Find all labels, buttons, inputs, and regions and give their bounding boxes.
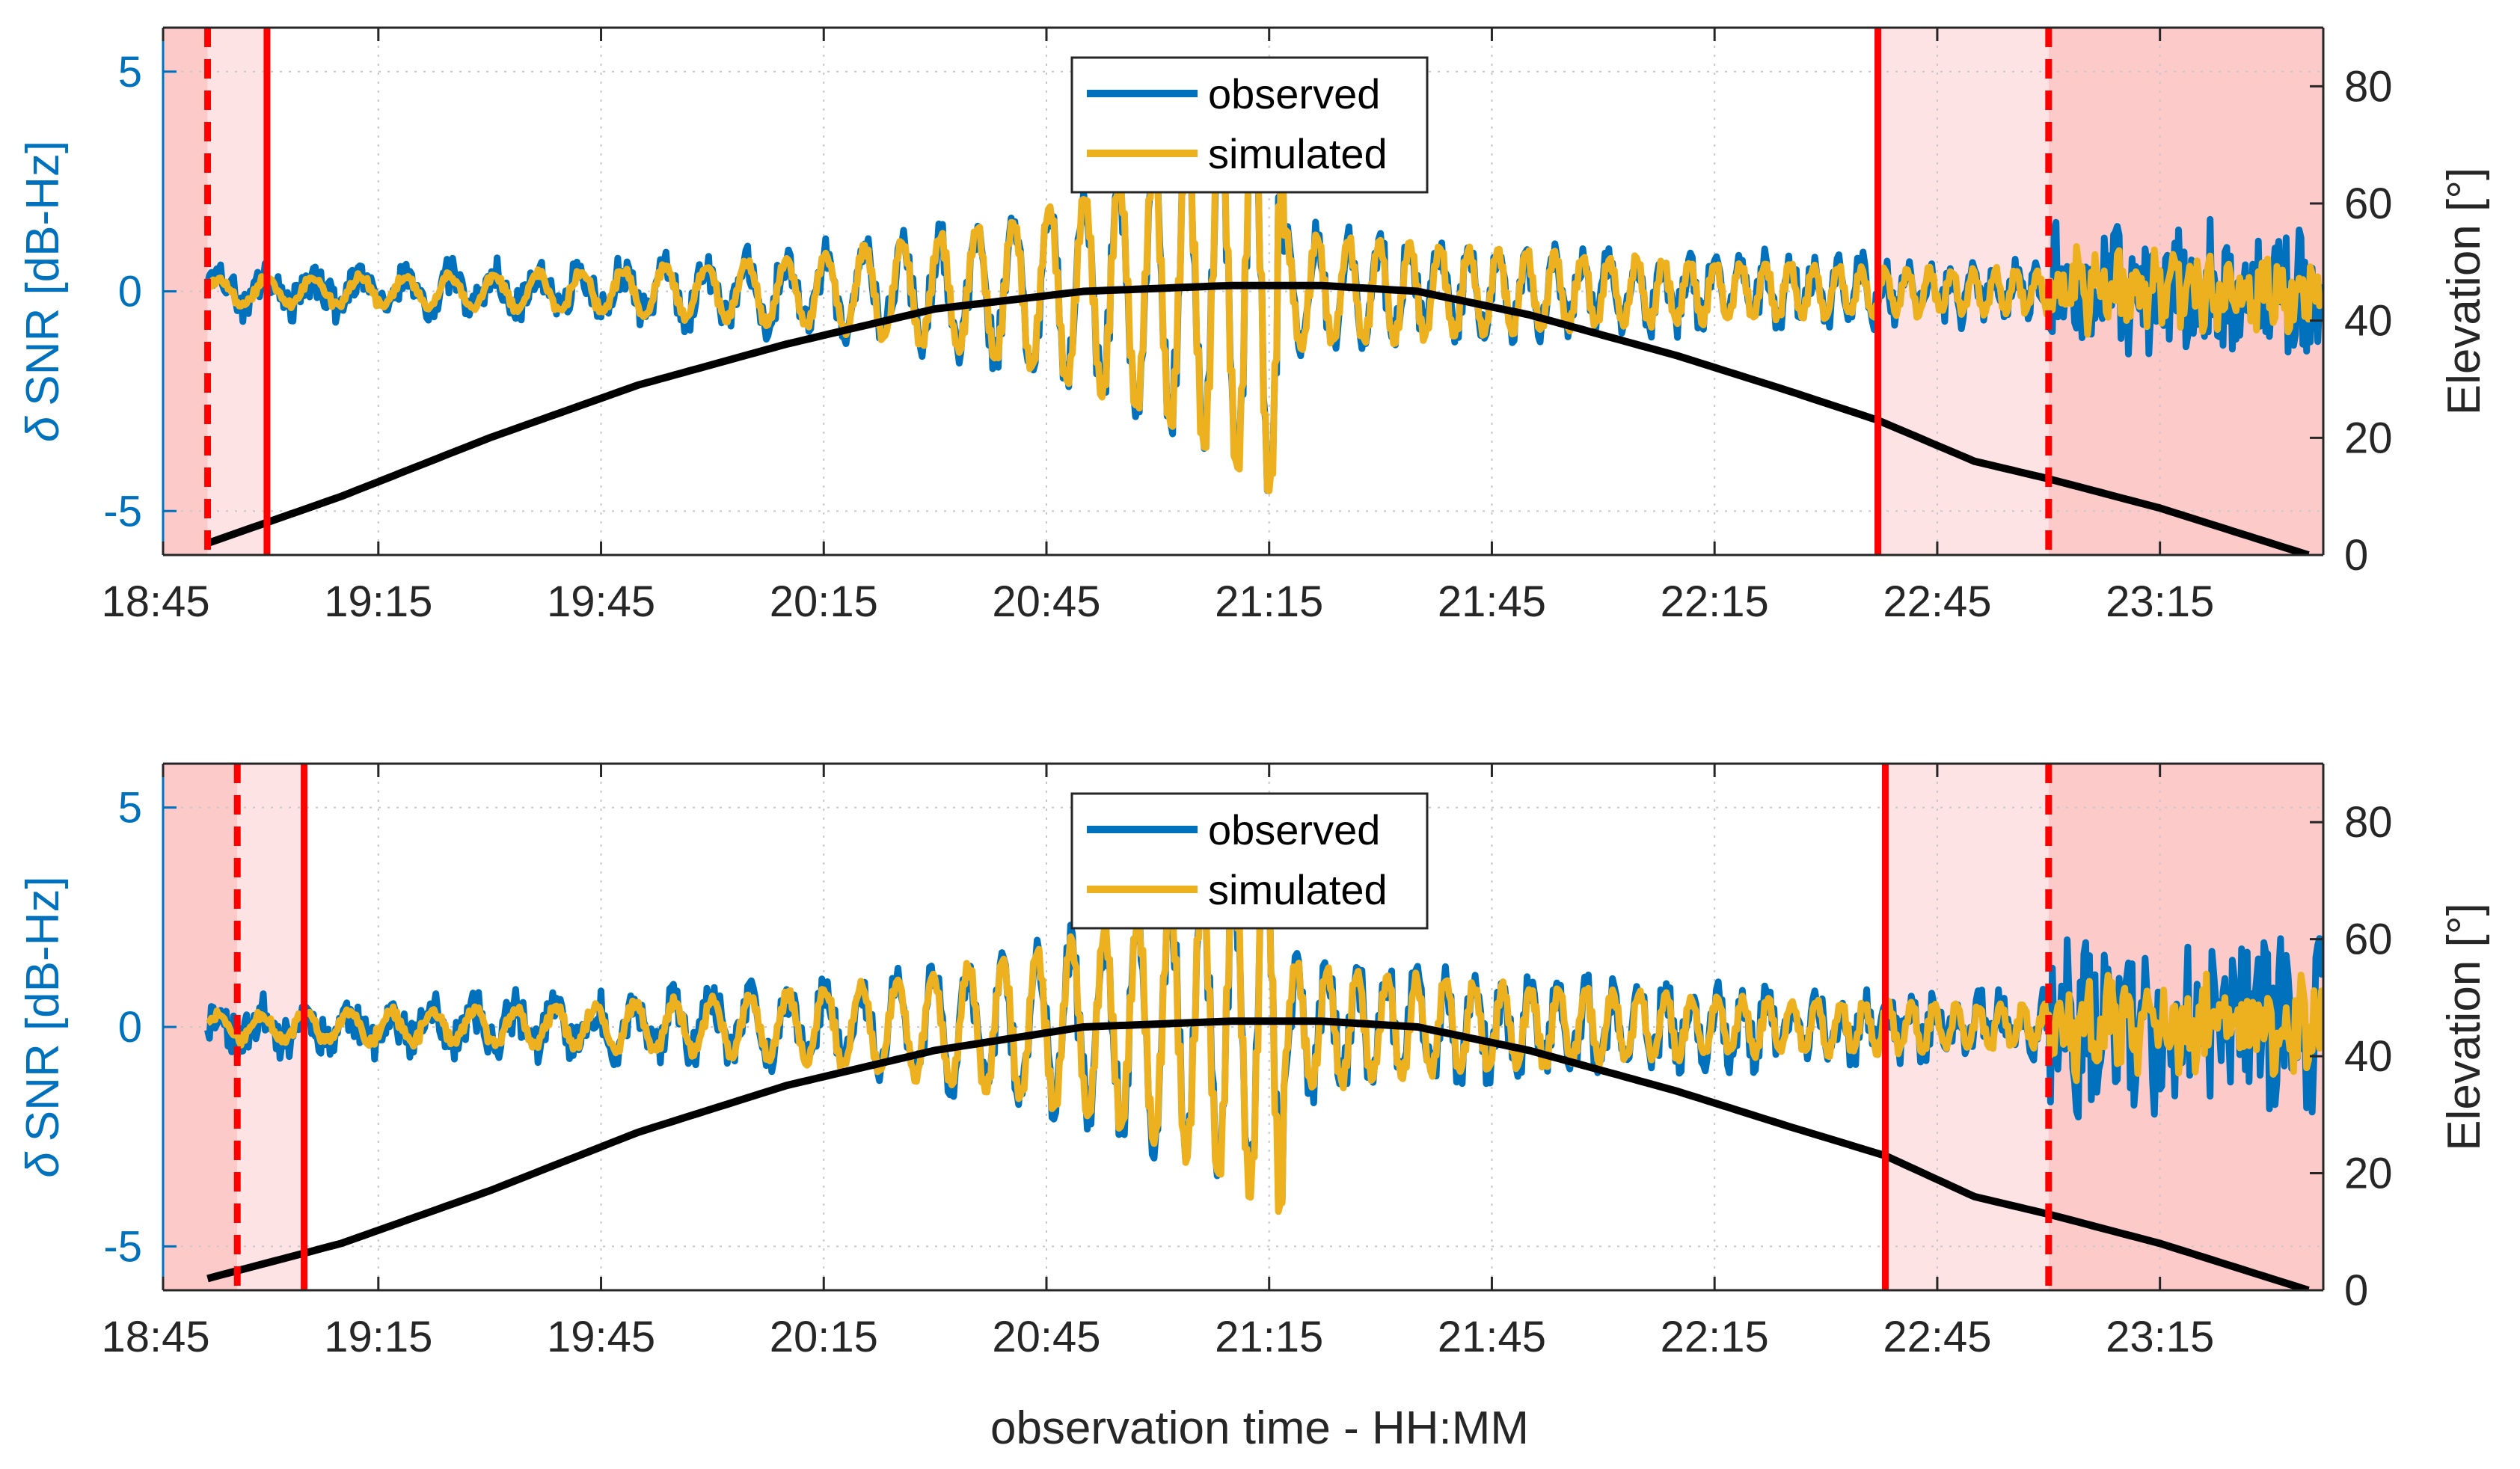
legend-observed-label: observed <box>1208 806 1380 853</box>
legend-box <box>1070 56 1429 194</box>
x-tick-label: 23:15 <box>2106 1313 2214 1361</box>
x-tick-label: 22:45 <box>1883 1313 1991 1361</box>
right-y-tick-label: 60 <box>2344 180 2393 228</box>
x-tick-label: 19:15 <box>324 577 432 626</box>
left-y-tick-label: 5 <box>118 48 142 96</box>
left-y-tick-label: 5 <box>118 784 142 832</box>
right-y-tick-label: 80 <box>2344 798 2393 847</box>
x-tick-label: 18:45 <box>101 577 209 626</box>
legend-observed-label: observed <box>1208 70 1380 117</box>
top-panel: 18:45 19:15 19:45 20:15 20:45 21:15 21:45 22:15… <box>17 26 2490 626</box>
x-tick-label: 19:45 <box>547 577 655 626</box>
elevation-series-line <box>206 1017 2310 1290</box>
left-y-tick-label: 0 <box>118 268 142 316</box>
left-y-axis-label-text: SNR [dB-Hz] <box>17 141 69 406</box>
delta-symbol: δ <box>17 1152 69 1178</box>
x-tick-label: 21:45 <box>1438 577 1546 626</box>
right-y-tick-label: 20 <box>2344 414 2393 462</box>
legend-simulated-label: simulated <box>1208 130 1388 177</box>
x-tick-label: 22:15 <box>1661 577 1769 626</box>
x-tick-label: 21:15 <box>1215 1313 1323 1361</box>
x-tick-label: 21:15 <box>1215 577 1323 626</box>
x-tick-label: 23:15 <box>2106 577 2214 626</box>
x-tick-label: 20:15 <box>770 577 878 626</box>
x-tick-label: 21:45 <box>1438 1313 1546 1361</box>
legend-box <box>1070 792 1429 930</box>
x-tick-label: 20:45 <box>992 577 1100 626</box>
bottom-panel: 18:45 19:15 19:45 20:15 20:45 21:15 21:45 22:15… <box>17 762 2490 1361</box>
right-y-axis-label: Elevation [°] <box>2438 168 2490 416</box>
simulated-series-line <box>204 92 2323 494</box>
left-y-axis-label: δ SNR [dB-Hz] <box>17 141 69 442</box>
elevation-series-line <box>206 281 2310 555</box>
left-y-axis-label-text: SNR [dB-Hz] <box>17 876 69 1141</box>
right-y-tick-label: 0 <box>2344 531 2368 580</box>
right-y-axis-label: Elevation [°] <box>2438 903 2490 1151</box>
left-y-tick-label: 0 <box>118 1003 142 1052</box>
x-tick-label: 20:15 <box>770 1313 878 1361</box>
left-y-tick-label: -5 <box>103 1222 142 1271</box>
left-y-tick-label: -5 <box>103 487 142 536</box>
x-axis-label: observation time - HH:MM <box>990 1402 1529 1454</box>
right-y-tick-label: 80 <box>2344 62 2393 111</box>
legend-simulated-label: simulated <box>1208 866 1388 913</box>
x-tick-label: 18:45 <box>101 1313 209 1361</box>
right-y-tick-label: 0 <box>2344 1266 2368 1315</box>
right-y-tick-label: 40 <box>2344 1032 2393 1081</box>
x-tick-label: 19:15 <box>324 1313 432 1361</box>
right-y-tick-label: 20 <box>2344 1150 2393 1198</box>
delta-symbol: δ <box>17 416 69 442</box>
right-y-tick-label: 60 <box>2344 916 2393 964</box>
right-y-tick-label: 40 <box>2344 297 2393 346</box>
x-tick-label: 22:45 <box>1883 577 1991 626</box>
x-tick-label: 19:45 <box>547 1313 655 1361</box>
left-y-axis-label: δ SNR [dB-Hz] <box>17 876 69 1177</box>
x-tick-label: 22:15 <box>1661 1313 1769 1361</box>
x-tick-label: 20:45 <box>992 1313 1100 1361</box>
